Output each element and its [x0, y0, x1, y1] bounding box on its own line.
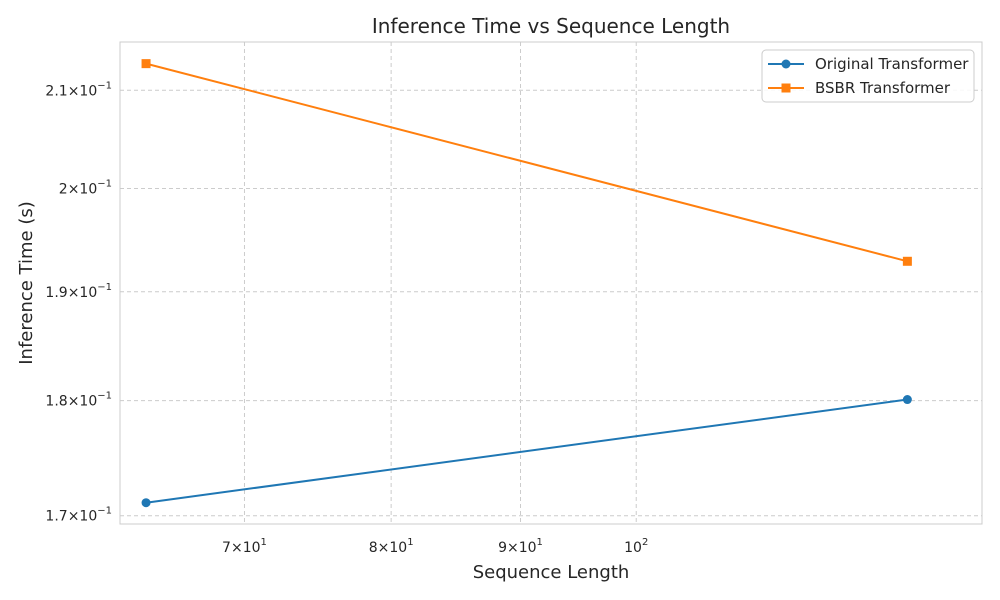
tick-base: 10 — [79, 509, 97, 525]
tick-exponent: 1 — [407, 537, 413, 548]
tick-exponent: −1 — [97, 179, 112, 190]
tick-times-sign: × — [507, 540, 519, 556]
tick-exponent: −1 — [97, 282, 112, 293]
data-point — [902, 256, 912, 266]
tick-mantissa: 8 — [369, 540, 378, 556]
tick-times-sign: × — [68, 394, 80, 410]
legend-item: BSBR Transformer — [768, 79, 951, 97]
tick-times-sign: × — [68, 509, 80, 525]
legend-item: Original Transformer — [768, 55, 969, 73]
tick-base: 10 — [79, 394, 97, 410]
data-point — [902, 395, 912, 405]
tick-times-sign: × — [378, 540, 390, 556]
x-tick-label: 7×101 — [222, 537, 267, 556]
series-1 — [141, 395, 912, 508]
tick-base: 10 — [79, 83, 97, 99]
tick-exponent: 1 — [537, 537, 543, 548]
tick-exponent: 2 — [642, 537, 648, 548]
y-tick-label: 2.1×10−1 — [45, 80, 112, 99]
tick-mantissa: 2.1 — [45, 83, 67, 99]
data-point — [141, 59, 151, 69]
tick-exponent: −1 — [97, 391, 112, 402]
x-tick-label: 8×101 — [369, 537, 414, 556]
x-tick-label: 102 — [624, 537, 648, 556]
grid — [120, 42, 982, 524]
legend-marker — [781, 83, 791, 93]
data-point — [141, 498, 151, 508]
y-tick-label: 1.7×10−1 — [45, 506, 112, 525]
legend: Original Transformer BSBR Transformer — [761, 49, 975, 103]
x-axis-title: Sequence Length — [473, 562, 630, 583]
tick-base: 10 — [79, 182, 97, 198]
tick-base: 10 — [519, 540, 537, 556]
tick-exponent: 1 — [261, 537, 267, 548]
tick-mantissa: 2 — [59, 182, 68, 198]
tick-times-sign: × — [68, 83, 80, 99]
tick-base: 10 — [79, 285, 97, 301]
y-axis-ticks: 1.7×10−11.8×10−11.9×10−12×10−12.1×10−1 — [45, 80, 112, 524]
series-line — [145, 62, 908, 263]
y-axis-title: Inference Time (s) — [16, 201, 37, 365]
y-tick-label: 1.8×10−1 — [45, 391, 112, 410]
tick-exponent: −1 — [97, 80, 112, 91]
tick-mantissa: 1.8 — [45, 394, 67, 410]
legend-marker — [781, 59, 791, 69]
tick-times-sign: × — [68, 285, 80, 301]
tick-base: 10 — [389, 540, 407, 556]
legend-label: BSBR Transformer — [815, 79, 951, 97]
tick-times-sign: × — [231, 540, 243, 556]
legend-label: Original Transformer — [815, 55, 969, 73]
series-line — [145, 398, 908, 504]
tick-exponent: −1 — [97, 506, 112, 517]
tick-times-sign: × — [68, 182, 80, 198]
y-tick-label: 2×10−1 — [59, 179, 112, 198]
tick-mantissa: 1.9 — [45, 285, 67, 301]
series-2 — [141, 59, 912, 266]
tick-mantissa: 7 — [222, 540, 231, 556]
tick-mantissa: 1.7 — [45, 509, 67, 525]
tick-mantissa: 9 — [498, 540, 507, 556]
legend-box — [761, 49, 975, 103]
x-axis-ticks: 7×101 8×101 9×101 102 — [222, 537, 648, 556]
tick-base: 10 — [624, 540, 642, 556]
series-layer — [141, 59, 912, 508]
y-tick-label: 1.9×10−1 — [45, 282, 112, 301]
plot-area — [119, 41, 983, 525]
tick-base: 10 — [243, 540, 261, 556]
chart-title: Inference Time vs Sequence Length — [372, 14, 730, 38]
x-tick-label: 9×101 — [498, 537, 543, 556]
